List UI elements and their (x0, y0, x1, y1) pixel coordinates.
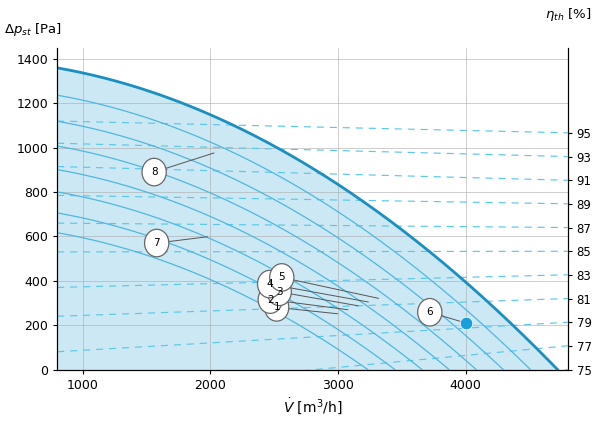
Text: 1: 1 (274, 302, 280, 312)
Ellipse shape (418, 298, 442, 326)
Text: 2: 2 (267, 295, 274, 304)
Ellipse shape (265, 294, 289, 321)
Text: 4: 4 (266, 279, 273, 289)
Ellipse shape (145, 229, 169, 257)
Ellipse shape (257, 271, 282, 298)
Text: 8: 8 (151, 167, 157, 177)
Text: 6: 6 (427, 307, 433, 317)
Ellipse shape (142, 158, 166, 186)
Ellipse shape (258, 286, 283, 313)
Text: 5: 5 (278, 273, 285, 282)
Text: 7: 7 (154, 238, 160, 248)
Text: $\eta_{th}\ \mathrm{[\%]}$: $\eta_{th}\ \mathrm{[\%]}$ (545, 6, 591, 23)
Ellipse shape (269, 264, 294, 291)
Text: $\Delta p_{st}\ \mathrm{[Pa]}$: $\Delta p_{st}\ \mathrm{[Pa]}$ (4, 21, 62, 38)
X-axis label: $\dot{V}\ \mathrm{[m^3/h]}$: $\dot{V}\ \mathrm{[m^3/h]}$ (283, 396, 342, 416)
Ellipse shape (267, 278, 292, 306)
Text: 3: 3 (276, 287, 283, 297)
